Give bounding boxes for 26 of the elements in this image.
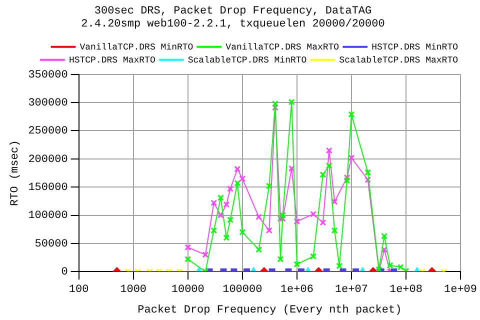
y-tick-label: 100000	[28, 210, 68, 222]
y-tick-label: 250000	[28, 126, 68, 138]
legend-label: HSTCP.DRS MinRTO	[372, 42, 458, 52]
y-tick-label: 300000	[28, 97, 68, 110]
y-tick-label: 350000	[28, 69, 68, 82]
x-tick-label: 100000	[222, 284, 262, 296]
y-tick-label: 200000	[28, 154, 68, 166]
x-tick-label: 1e+08	[389, 284, 422, 296]
y-tick-label: 150000	[28, 182, 68, 194]
legend-label: ScalableTCP.DRS MaxRTO	[339, 55, 458, 66]
x-tick-label: 10000	[171, 284, 204, 296]
x-tick-label: 1e+09	[444, 284, 478, 296]
legend-label: VanillaTCP.DRS MinRTO	[80, 42, 194, 52]
chart-title: 300sec DRS, Packet Drop Frequency, DataTAG	[94, 6, 372, 18]
legend-label: HSTCP.DRS MaxRTO	[68, 55, 156, 66]
x-axis-title: Packet Drop Frequency (Every nth packet)	[138, 304, 402, 316]
chart-subtitle: 2.4.20smp web100-2.2.1, txqueuelen 20000/20000	[81, 18, 385, 31]
y-tick-label: 50000	[34, 238, 68, 250]
legend-label: VanillaTCP.DRS MaxRTO	[226, 42, 340, 52]
x-tick-label: 100	[68, 284, 89, 296]
x-tick-label: 1e+07	[334, 284, 368, 296]
x-tick-label: 1e+06	[280, 284, 314, 296]
x-tick-label: 1000	[120, 284, 147, 296]
legend-label: ScalableTCP.DRS MinRTO	[188, 55, 307, 66]
y-axis-title: RTO (msec)	[10, 140, 22, 206]
y-tick-label: 0	[61, 266, 68, 279]
